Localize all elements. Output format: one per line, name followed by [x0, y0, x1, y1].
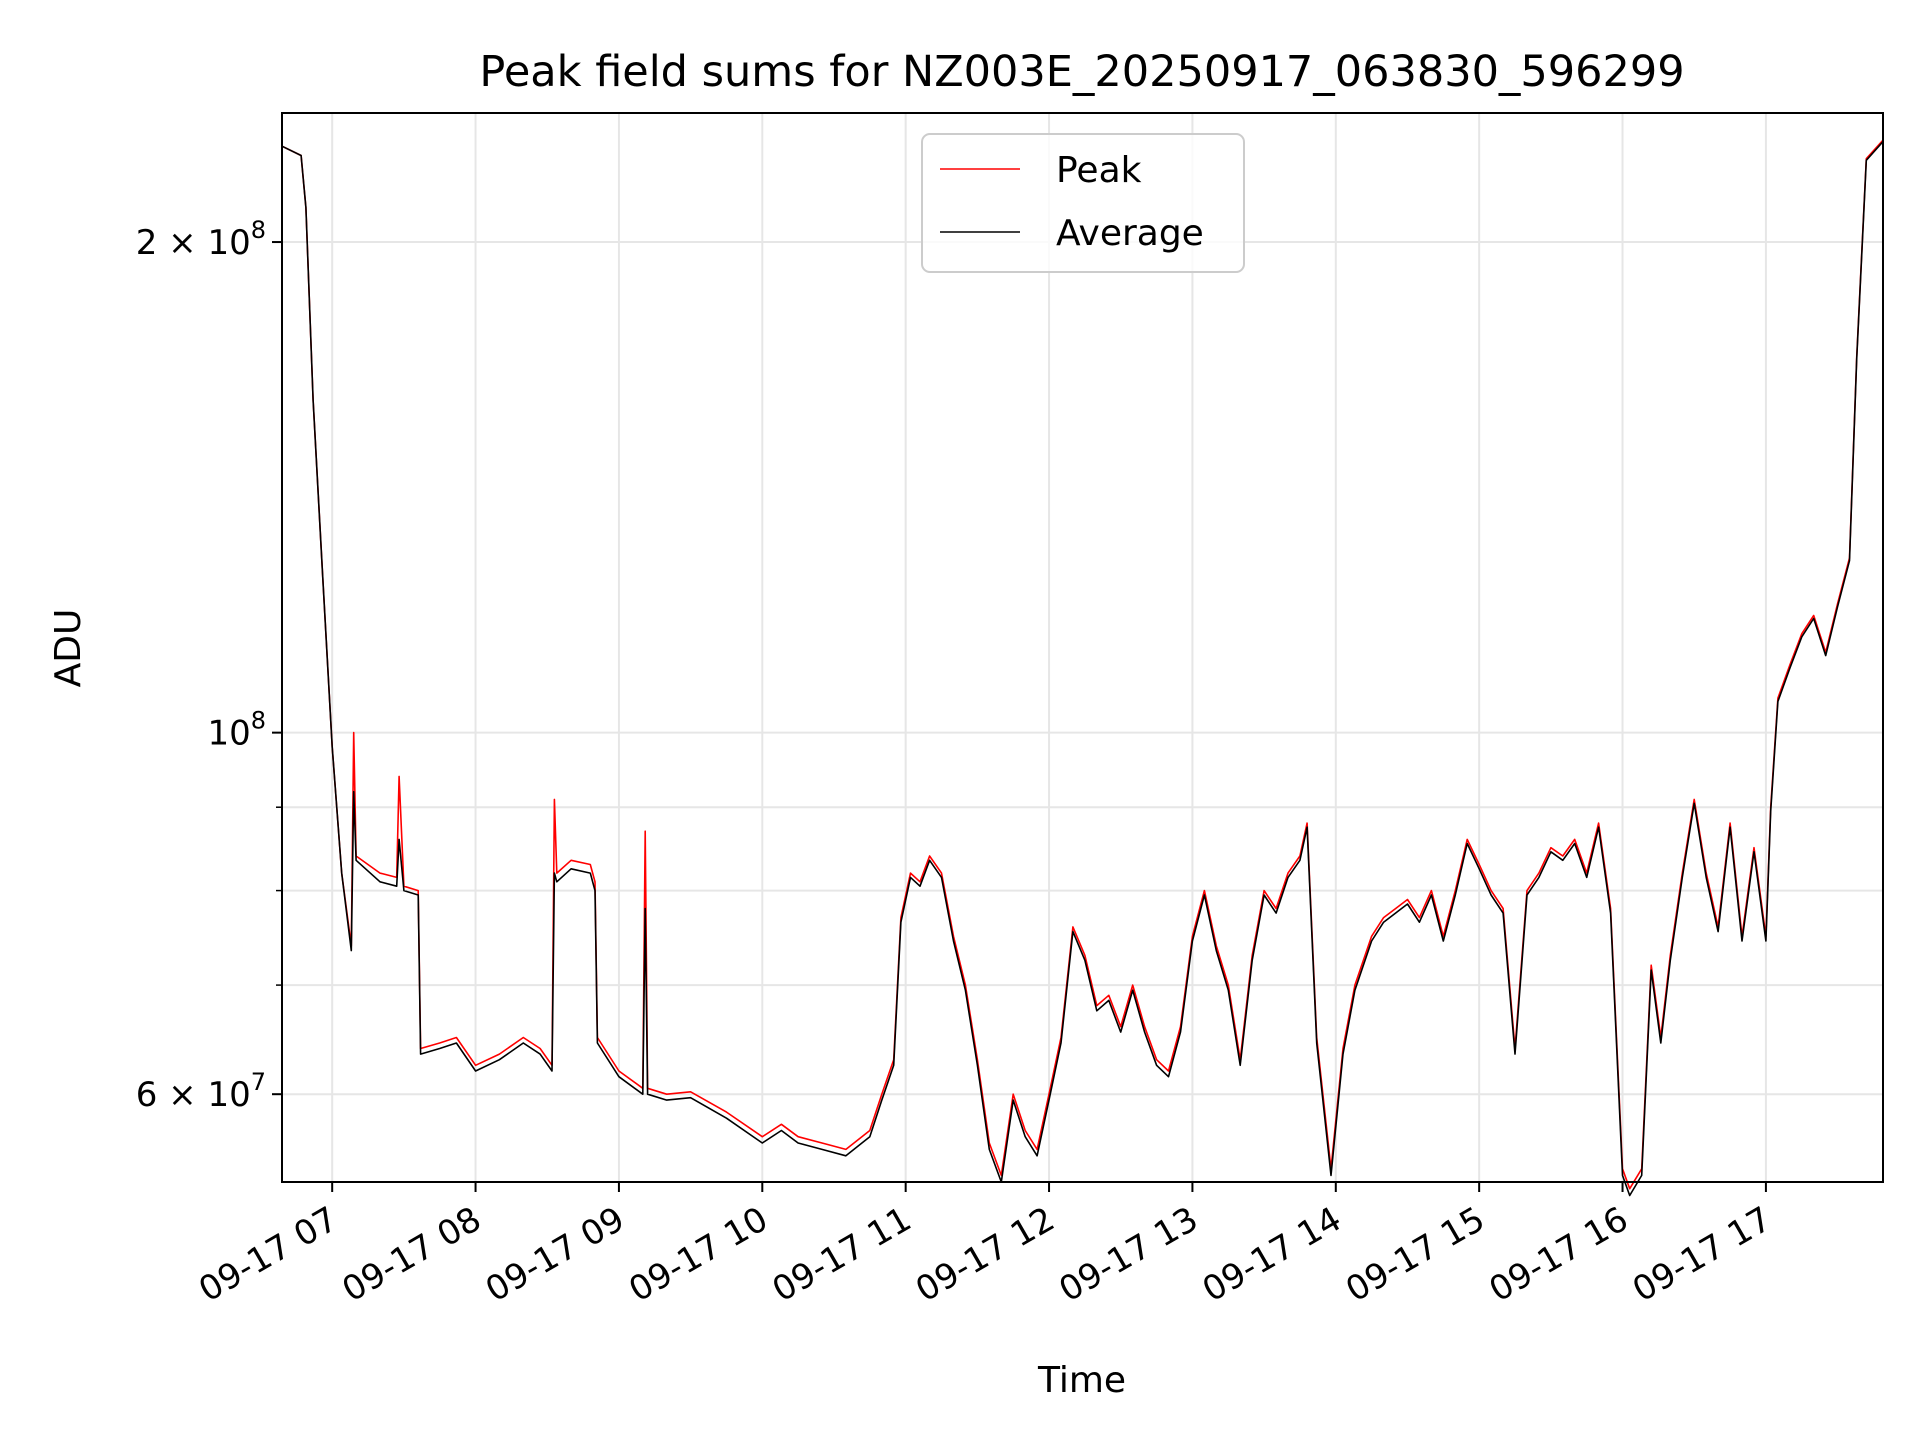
series-line-average — [281, 141, 1884, 1197]
y-tick-label: 6 × 107 — [136, 1068, 266, 1115]
series-layer — [281, 139, 1884, 1197]
x-axis-label: Time — [1037, 1360, 1126, 1401]
chart-title: Peak field sums for NZ003E_20250917_0638… — [479, 47, 1684, 97]
legend: Peak Average — [921, 133, 1245, 273]
legend-label-average: Average — [1056, 213, 1204, 254]
y-tick-label: 2 × 108 — [136, 216, 266, 263]
plot-frame — [281, 112, 1884, 1183]
grid — [282, 113, 1883, 1182]
legend-label-peak: Peak — [1056, 150, 1142, 191]
y-axis-label: ADU — [48, 609, 89, 688]
